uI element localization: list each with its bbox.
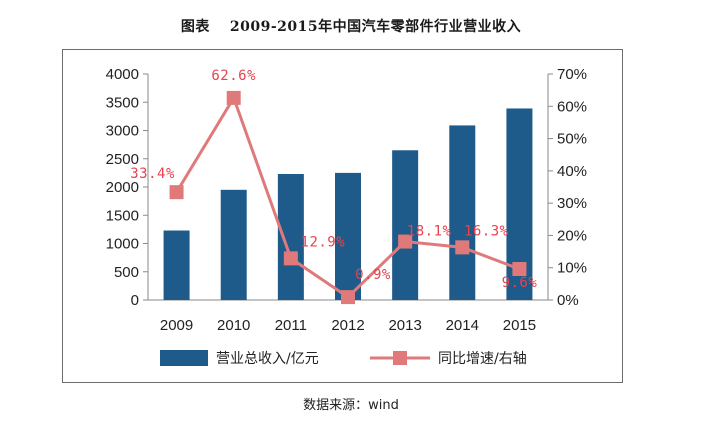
- chart-svg: 0 500 1000 1500 2000 2500 3000 3500 4000 0% 10% 20%…: [106, 66, 587, 367]
- y-left-tick-label: 1500: [106, 207, 139, 224]
- legend-line-label: 同比增速/右轴: [438, 351, 527, 367]
- caption-title: 2009-2015年中国汽车零部件行业营业收入: [229, 19, 522, 35]
- x-tick-label: 2015: [503, 317, 536, 334]
- y-right-tick-label: 0%: [557, 292, 579, 309]
- growth-data-label: 9.6%: [502, 275, 538, 291]
- y-left-tick-label: 3500: [106, 94, 139, 111]
- growth-data-label: 12.9%: [301, 234, 346, 250]
- growth-point: [169, 185, 184, 200]
- source-note: 数据来源：wind: [303, 398, 399, 413]
- y-right-tick-label: 30%: [557, 195, 587, 212]
- x-tick-label: 2013: [388, 317, 421, 334]
- legend-bar-label: 营业总收入/亿元: [216, 351, 319, 367]
- y-right-tick-label: 20%: [557, 227, 587, 244]
- growth-point: [283, 251, 298, 266]
- growth-data-label: 0.9%: [355, 267, 391, 283]
- caption-label: 图表: [180, 19, 210, 35]
- x-tick-label: 2014: [446, 317, 479, 334]
- x-tick-label: 2009: [160, 317, 193, 334]
- growth-data-label: 62.6%: [211, 68, 256, 84]
- figure-caption: 图表 2009-2015年中国汽车零部件行业营业收入: [0, 16, 702, 36]
- y-left-tick-label: 0: [131, 292, 139, 309]
- y-left-tick-label: 3000: [106, 123, 139, 140]
- y-left-tick-label: 4000: [106, 66, 139, 83]
- legend-line-marker: [393, 351, 407, 365]
- y-right-tick-label: 60%: [557, 98, 587, 115]
- y-right-tick-label: 70%: [557, 66, 587, 83]
- bar: [163, 230, 190, 300]
- growth-data-label: 33.4%: [130, 166, 175, 182]
- x-tick-label: 2010: [217, 317, 250, 334]
- bar: [449, 125, 476, 300]
- x-tick-label: 2011: [275, 317, 307, 334]
- growth-data-label: 18.1%: [407, 224, 452, 240]
- growth-point: [455, 240, 470, 255]
- y-left-tick-label: 1000: [106, 236, 139, 253]
- y-left-tick-label: 2000: [106, 179, 139, 196]
- bar: [335, 172, 361, 300]
- chart-frame: [62, 49, 623, 383]
- bar: [392, 150, 419, 300]
- growth-point: [341, 290, 355, 305]
- x-tick-label: 2012: [331, 317, 364, 334]
- y-left-tick-label: 2500: [106, 151, 139, 168]
- growth-point: [398, 234, 413, 249]
- growth-data-label: 16.3%: [464, 223, 509, 239]
- growth-point: [512, 262, 527, 277]
- bar: [220, 189, 247, 300]
- y-right-tick-label: 10%: [557, 260, 587, 277]
- y-left-tick-label: 500: [114, 264, 139, 281]
- y-right-tick-label: 50%: [557, 131, 587, 148]
- growth-point: [226, 90, 241, 105]
- legend-bar-swatch: [160, 350, 208, 366]
- y-right-tick-label: 40%: [557, 163, 587, 180]
